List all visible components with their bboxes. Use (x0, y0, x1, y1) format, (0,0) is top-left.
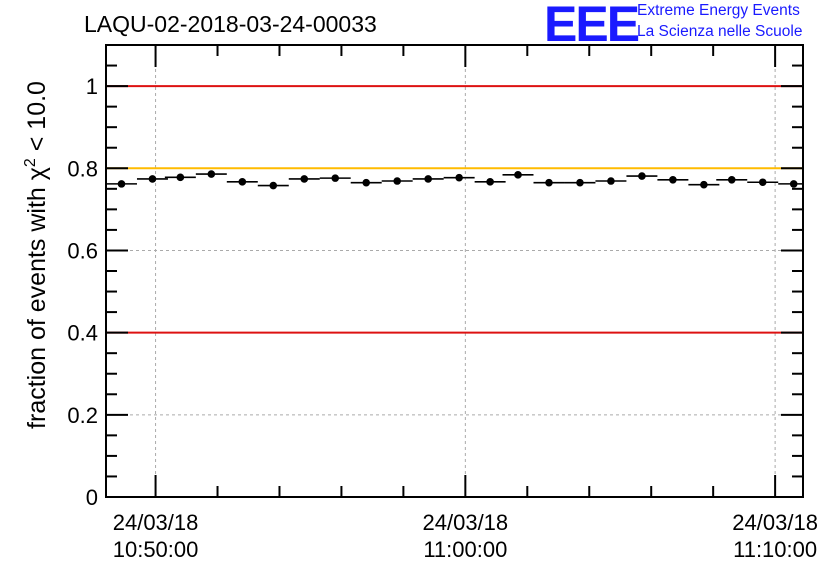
data-point (789, 180, 798, 188)
data-point (545, 178, 553, 187)
data-point (238, 178, 247, 186)
logo-line-1: Extreme Energy Events (637, 2, 800, 19)
data-point (424, 175, 432, 183)
data-point (455, 173, 463, 182)
data-point (362, 178, 371, 187)
y-tick-label: 0.6 (67, 238, 98, 263)
data-point (269, 181, 278, 190)
data-point (207, 170, 216, 178)
x-tick-label-time: 11:10:00 (733, 537, 817, 562)
data-point (300, 175, 309, 183)
data-point (148, 175, 157, 183)
chart-title: LAQU-02-2018-03-24-00033 (84, 11, 377, 37)
reference-lines (106, 85, 803, 334)
data-point (638, 172, 646, 180)
eee-logo: EEE (544, 0, 640, 52)
data-point (514, 171, 522, 179)
data-point (727, 175, 736, 184)
y-axis-ticks: 0 0.2 0.4 0.6 0.8 1 (67, 44, 803, 510)
data-point (758, 178, 767, 187)
x-tick-label-time: 10:50:00 (113, 537, 199, 562)
data-point (117, 180, 126, 188)
y-axis-label-sup: 2 (22, 158, 39, 167)
y-tick-label: 1 (86, 74, 98, 99)
y-axis-label-symbol: χ (23, 167, 51, 180)
x-axis-ticks: 24/03/1810:50:0024/03/1811:00:0024/03/18… (113, 45, 818, 562)
data-point (700, 180, 708, 189)
data-point (331, 174, 340, 182)
y-tick-label: 0.8 (67, 156, 98, 181)
y-tick-label: 0.2 (67, 403, 98, 428)
x-tick-label-date: 24/03/18 (423, 510, 509, 535)
y-axis-label: fraction of events with χ2 < 10.0 (22, 81, 51, 429)
data-points (106, 170, 803, 190)
data-point (607, 177, 615, 185)
y-tick-label: 0.4 (67, 321, 98, 346)
y-axis-label-suffix: < 10.0 (23, 81, 51, 158)
data-point (393, 177, 401, 185)
data-point (576, 178, 584, 187)
y-axis-label-prefix: fraction of events with (23, 180, 51, 429)
data-point (176, 173, 185, 182)
logo-line-2: La Scienza nelle Scuole (637, 23, 803, 40)
x-tick-label-date: 24/03/18 (732, 510, 818, 535)
x-tick-label-date: 24/03/18 (113, 510, 199, 535)
data-point (669, 175, 677, 184)
data-point (486, 178, 494, 186)
x-tick-label-time: 11:00:00 (423, 537, 507, 562)
y-tick-label: 0 (86, 485, 98, 510)
